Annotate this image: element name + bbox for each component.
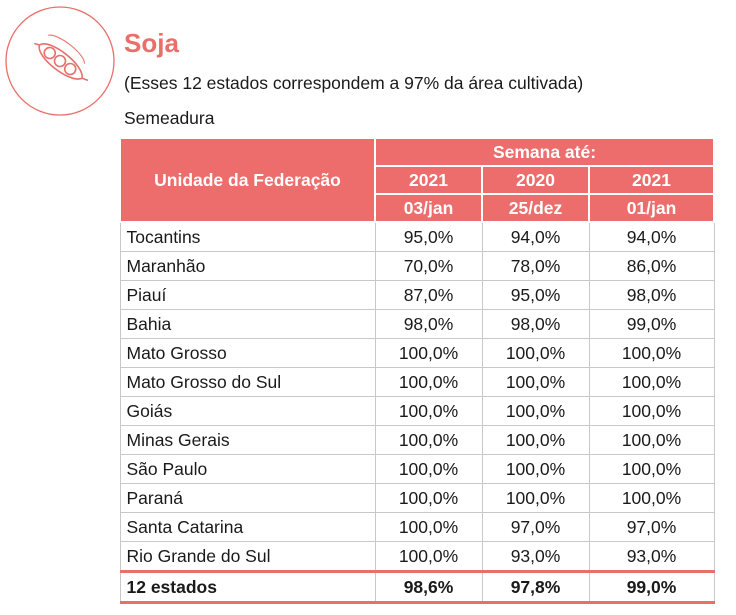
value-cell: 98,0% — [374, 309, 483, 339]
state-name: Mato Grosso do Sul — [119, 367, 376, 397]
state-name: Mato Grosso — [119, 338, 376, 368]
value-cell: 100,0% — [374, 512, 483, 542]
value-cell: 78,0% — [481, 251, 590, 281]
value-cell: 100,0% — [481, 338, 590, 368]
table-row: Bahia 98,0% 98,0% 99,0% — [119, 309, 715, 339]
table-row: Minas Gerais 100,0% 100,0% 100,0% — [119, 425, 715, 455]
value-cell: 70,0% — [374, 251, 483, 281]
value-cell: 98,0% — [481, 309, 590, 339]
state-name: Paraná — [119, 483, 376, 513]
total-value: 98,6% — [374, 570, 483, 604]
value-cell: 93,0% — [588, 541, 715, 572]
date-header: 25/dez — [481, 193, 590, 223]
value-cell: 100,0% — [374, 338, 483, 368]
state-name: Maranhão — [119, 251, 376, 281]
table-row: São Paulo 100,0% 100,0% 100,0% — [119, 454, 715, 484]
value-cell: 100,0% — [588, 367, 715, 397]
value-cell: 100,0% — [481, 425, 590, 455]
value-cell: 97,0% — [481, 512, 590, 542]
value-cell: 97,0% — [588, 512, 715, 542]
state-name: Tocantins — [119, 221, 376, 252]
state-name: Goiás — [119, 396, 376, 426]
value-cell: 100,0% — [588, 338, 715, 368]
section-label: Semeadura — [124, 108, 215, 128]
value-cell: 100,0% — [374, 483, 483, 513]
value-cell: 95,0% — [481, 280, 590, 310]
value-cell: 99,0% — [588, 309, 715, 339]
year-header: 2020 — [481, 165, 590, 195]
value-cell: 100,0% — [374, 367, 483, 397]
state-name: Rio Grande do Sul — [119, 541, 376, 572]
table-row: Goiás 100,0% 100,0% 100,0% — [119, 396, 715, 426]
value-cell: 94,0% — [588, 221, 715, 252]
total-value: 97,8% — [481, 570, 590, 604]
total-value: 99,0% — [588, 570, 715, 604]
value-cell: 100,0% — [374, 396, 483, 426]
soybean-pod-icon — [5, 6, 115, 116]
state-name: São Paulo — [119, 454, 376, 484]
state-name: Minas Gerais — [119, 425, 376, 455]
page-title: Soja — [124, 28, 179, 58]
year-header: 2021 — [587, 165, 716, 195]
value-cell: 87,0% — [374, 280, 483, 310]
table-row: Rio Grande do Sul 100,0% 93,0% 93,0% — [119, 541, 715, 572]
table-row: Paraná 100,0% 100,0% 100,0% — [119, 483, 715, 513]
state-name: Santa Catarina — [119, 512, 376, 542]
subtitle: (Esses 12 estados correspondem a 97% da … — [124, 73, 584, 93]
value-cell: 100,0% — [481, 483, 590, 513]
total-label: 12 estados — [119, 570, 376, 604]
table-row: Maranhão 70,0% 78,0% 86,0% — [119, 251, 715, 281]
state-name: Bahia — [119, 309, 376, 339]
value-cell: 100,0% — [588, 454, 715, 484]
value-cell: 100,0% — [374, 425, 483, 455]
total-row: 12 estados 98,6% 97,8% 99,0% — [119, 570, 715, 604]
value-cell: 100,0% — [588, 483, 715, 513]
table-row: Tocantins 95,0% 94,0% 94,0% — [119, 221, 715, 252]
value-cell: 86,0% — [588, 251, 715, 281]
value-cell: 100,0% — [588, 396, 715, 426]
year-header: 2021 — [374, 165, 483, 195]
value-cell: 100,0% — [481, 454, 590, 484]
value-cell: 100,0% — [481, 396, 590, 426]
state-name: Piauí — [119, 280, 376, 310]
table-row: Mato Grosso 100,0% 100,0% 100,0% — [119, 338, 715, 368]
value-cell: 93,0% — [481, 541, 590, 572]
value-cell: 100,0% — [588, 425, 715, 455]
date-header: 03/jan — [374, 193, 483, 223]
uf-column-header: Unidade da Federação — [119, 137, 376, 223]
table-row: Santa Catarina 100,0% 97,0% 97,0% — [119, 512, 715, 542]
value-cell: 100,0% — [374, 541, 483, 572]
value-cell: 100,0% — [374, 454, 483, 484]
value-cell: 100,0% — [481, 367, 590, 397]
date-header: 01/jan — [587, 193, 716, 223]
table-row: Mato Grosso do Sul 100,0% 100,0% 100,0% — [119, 367, 715, 397]
week-header: Semana até: — [373, 137, 716, 167]
value-cell: 94,0% — [481, 221, 590, 252]
sowing-table: Unidade da Federação Semana até: 2021 20… — [119, 137, 716, 604]
value-cell: 98,0% — [588, 280, 715, 310]
value-cell: 95,0% — [374, 221, 483, 252]
table-row: Piauí 87,0% 95,0% 98,0% — [119, 280, 715, 310]
